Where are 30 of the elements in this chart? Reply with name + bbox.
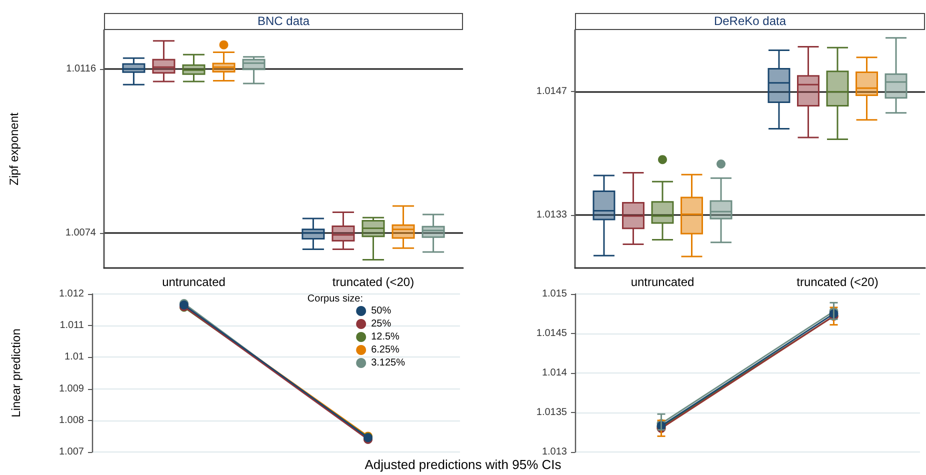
legend-label: 12.5%	[371, 332, 400, 342]
y-tick-label: 1.0145	[536, 328, 568, 339]
legend-title: Corpus size:	[307, 294, 363, 304]
x-tick-label: truncated (<20)	[332, 275, 414, 289]
y-tick-label: 1.007	[58, 446, 84, 458]
y-tick-label: 1.0074	[65, 227, 96, 238]
chart-title: BNC data	[104, 13, 463, 30]
legend-label: 6.25%	[371, 344, 400, 356]
y-tick-label: 1.013	[542, 446, 568, 458]
y-tick-label: 1.01	[64, 352, 84, 363]
y-tick-label: 1.012	[58, 288, 84, 300]
text: Adjusted predictions with 95% CIs	[364, 457, 562, 472]
y-axis-title: Zipf exponent	[7, 112, 21, 186]
y-tick-label: 1.0116	[66, 64, 96, 75]
y-tick-label: 1.008	[58, 414, 84, 426]
y-tick-label: 1.0135	[536, 407, 568, 418]
legend-label: 3.125%	[371, 358, 406, 368]
x-tick-label: untruncated	[162, 275, 226, 289]
y-axis-title: Linear prediction	[9, 328, 23, 418]
y-tick-label: 1.011	[60, 320, 84, 332]
x-tick-label: untruncated	[630, 275, 694, 289]
chart-title: DeReKo data	[575, 13, 925, 30]
x-tick-label: truncated (<20)	[796, 275, 878, 289]
legend-label: 25%	[371, 318, 392, 330]
y-tick-label: 1.014	[542, 368, 568, 378]
y-tick-label: 1.015	[542, 288, 568, 300]
y-tick-label: 1.009	[58, 383, 84, 394]
y-tick-label: 1.0147	[536, 86, 568, 98]
y-tick-label: 1.0133	[536, 210, 568, 221]
legend-label: 50%	[371, 306, 392, 316]
